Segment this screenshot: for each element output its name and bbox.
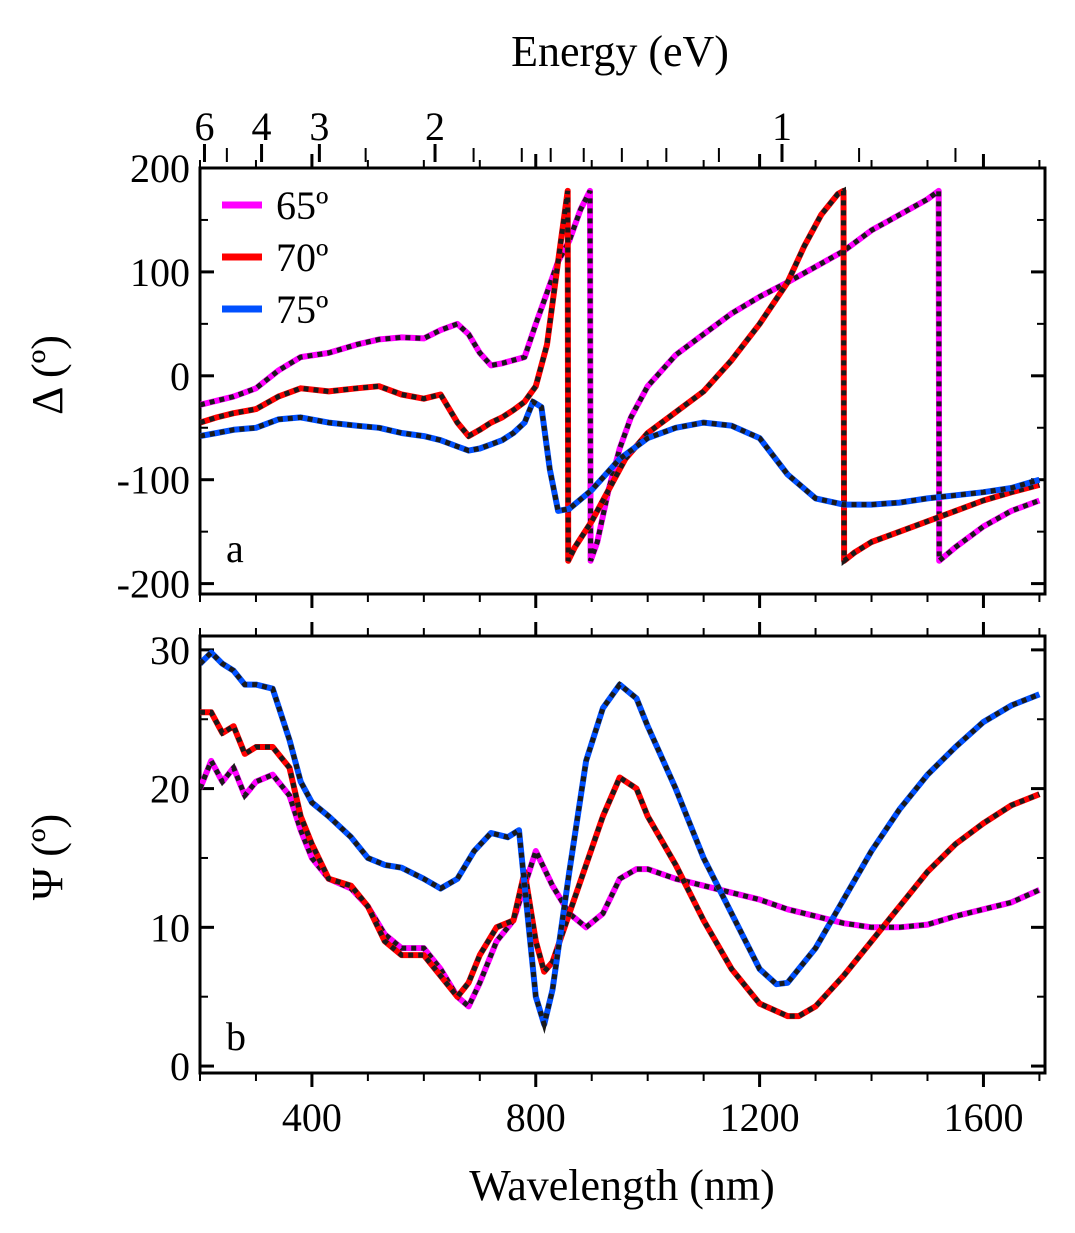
panel-b-y-tick-label: 0 xyxy=(170,1044,190,1089)
top-axis-tick-label: 6 xyxy=(194,104,214,149)
top-axis-tick-label: 4 xyxy=(252,104,272,149)
panel-a-y-tick-label: -200 xyxy=(117,562,190,607)
panel-a-y-tick-label: 100 xyxy=(130,250,190,295)
panel-b-series-0-measured xyxy=(200,761,1039,1007)
x-tick-label: 1200 xyxy=(720,1095,800,1140)
panel-a-y-tick-label: 200 xyxy=(130,146,190,191)
legend-label: 75º xyxy=(276,287,328,332)
panel-b-series-1-measured xyxy=(200,712,1039,1016)
top-axis-tick-label: 3 xyxy=(309,104,329,149)
legend-label: 70º xyxy=(276,235,328,280)
legend-label: 65º xyxy=(276,183,328,228)
x-tick-label: 400 xyxy=(282,1095,342,1140)
panel-b-series-2-fit xyxy=(200,653,1039,1025)
panel-b-y-tick-label: 30 xyxy=(150,628,190,673)
top-axis-tick-label: 1 xyxy=(772,104,792,149)
panel-a-frame xyxy=(200,168,1045,594)
panel-b-y-tick-label: 20 xyxy=(150,767,190,812)
panel-b-label: b xyxy=(226,1014,246,1059)
panel-a-label: a xyxy=(226,526,244,571)
panel-a-series-2-fit xyxy=(200,402,1039,511)
legend: 65º 70º 75º xyxy=(222,183,328,332)
panel-b-series-1-fit xyxy=(200,712,1039,1016)
panel-a-y-tick-label: 0 xyxy=(170,354,190,399)
panel-a-y-title: Δ (º) xyxy=(23,335,72,415)
top-axis-tick-label: 2 xyxy=(425,104,445,149)
top-axis-title: Energy (eV) xyxy=(511,27,729,76)
ellipsometry-figure: Energy (eV) 64321 2001000-100-200 Δ (º) … xyxy=(0,0,1075,1233)
panel-b-series xyxy=(200,653,1039,1025)
panel-a-y-tick-label: -100 xyxy=(117,458,190,503)
x-tick-label: 800 xyxy=(506,1095,566,1140)
x-tick-label: 1600 xyxy=(943,1095,1023,1140)
panel-b-y-tick-label: 10 xyxy=(150,905,190,950)
panel-b-y-title: Ψ (º) xyxy=(23,814,72,900)
x-axis-title: Wavelength (nm) xyxy=(469,1161,775,1210)
panel-b-series-2-measured xyxy=(200,653,1039,1025)
panel-b-frame xyxy=(200,636,1045,1073)
panel-b-ticks: 30 20 10 0 400 800 1200 1600 xyxy=(150,622,1045,1140)
